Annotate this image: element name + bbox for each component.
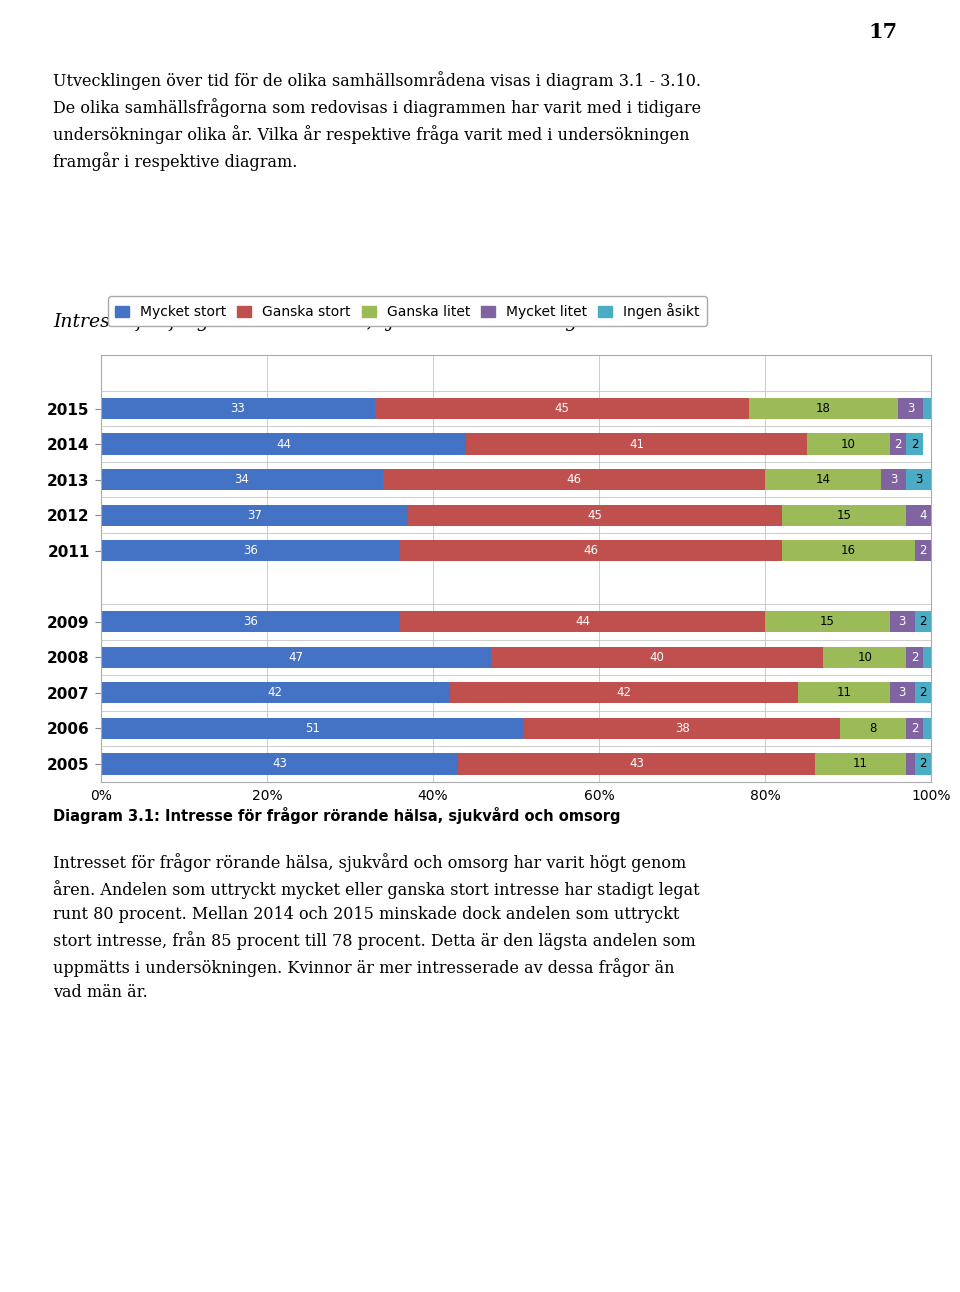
Text: 4: 4 (919, 509, 926, 522)
Bar (906, 646, 923, 668)
Text: 51: 51 (305, 722, 320, 735)
Bar (749, 398, 898, 419)
Bar (806, 433, 890, 455)
Legend: Mycket stort, Ganska stort, Ganska litet, Mycket litet, Ingen åsikt: Mycket stort, Ganska stort, Ganska litet… (108, 296, 707, 326)
Bar (906, 504, 940, 526)
Text: 2: 2 (894, 438, 901, 451)
Bar (781, 540, 915, 561)
Bar (524, 718, 840, 739)
Text: 18: 18 (816, 402, 830, 415)
Text: 10: 10 (841, 438, 855, 451)
Text: 45: 45 (554, 402, 569, 415)
Bar (915, 682, 931, 703)
Text: 17: 17 (869, 22, 898, 43)
Bar (890, 433, 906, 455)
Text: 36: 36 (243, 615, 257, 628)
Bar (824, 646, 906, 668)
Text: Utvecklingen över tid för de olika samhällsområdena visas i diagram 3.1 - 3.10.
: Utvecklingen över tid för de olika samhä… (53, 71, 701, 172)
Bar (906, 753, 915, 774)
Bar (765, 469, 881, 490)
Bar (906, 433, 923, 455)
Bar (923, 398, 931, 419)
Bar (101, 682, 449, 703)
Text: 43: 43 (272, 757, 287, 770)
Text: 3: 3 (899, 686, 906, 699)
Bar (881, 469, 906, 490)
Bar (781, 504, 906, 526)
Text: 10: 10 (857, 651, 873, 664)
Bar (374, 398, 749, 419)
Bar (898, 398, 923, 419)
Bar (101, 433, 467, 455)
Text: 8: 8 (870, 722, 876, 735)
Text: 38: 38 (675, 722, 689, 735)
Bar (890, 682, 915, 703)
Bar (815, 753, 906, 774)
Bar (408, 504, 781, 526)
Text: 2: 2 (911, 722, 919, 735)
Text: 2: 2 (919, 686, 926, 699)
Bar (840, 718, 906, 739)
Bar (915, 611, 931, 632)
Text: 2: 2 (919, 615, 926, 628)
Bar (492, 646, 824, 668)
Bar (101, 718, 524, 739)
Bar (399, 540, 781, 561)
Bar (915, 753, 931, 774)
Text: Intresse för frågor rörande hälsa, sjukvård och omsorg: Intresse för frågor rörande hälsa, sjukv… (53, 310, 577, 331)
Text: 11: 11 (836, 686, 852, 699)
Text: 15: 15 (820, 615, 835, 628)
Text: 37: 37 (247, 509, 262, 522)
Bar (906, 718, 923, 739)
Text: 47: 47 (288, 651, 303, 664)
Bar (101, 611, 399, 632)
Text: 42: 42 (616, 686, 632, 699)
Bar (923, 646, 931, 668)
Bar (915, 540, 931, 561)
Bar (101, 398, 374, 419)
Text: Diagram 3.1: Intresse för frågor rörande hälsa, sjukvård och omsorg: Diagram 3.1: Intresse för frågor rörande… (53, 806, 620, 824)
Bar (101, 753, 458, 774)
Bar (101, 646, 492, 668)
Text: 46: 46 (566, 473, 582, 486)
Bar (906, 469, 931, 490)
Text: 14: 14 (816, 473, 830, 486)
Bar (399, 611, 765, 632)
Text: 3: 3 (915, 473, 923, 486)
Text: 2: 2 (911, 651, 919, 664)
Text: 2: 2 (911, 438, 919, 451)
Bar (101, 469, 383, 490)
Text: 36: 36 (243, 544, 257, 557)
Bar (449, 682, 799, 703)
Text: 3: 3 (907, 402, 914, 415)
Bar (467, 433, 806, 455)
Text: 45: 45 (588, 509, 602, 522)
Text: Intresset för frågor rörande hälsa, sjukvård och omsorg har varit högt genom
åre: Intresset för frågor rörande hälsa, sjuk… (53, 853, 700, 1001)
Text: 42: 42 (268, 686, 282, 699)
Text: 40: 40 (650, 651, 664, 664)
Text: 2: 2 (919, 544, 926, 557)
Text: 16: 16 (841, 544, 855, 557)
Text: 46: 46 (584, 544, 598, 557)
Text: 11: 11 (853, 757, 868, 770)
Text: 44: 44 (276, 438, 291, 451)
Bar (383, 469, 765, 490)
Bar (799, 682, 890, 703)
Text: 44: 44 (575, 615, 590, 628)
Bar (765, 611, 890, 632)
Text: 3: 3 (899, 615, 906, 628)
Text: 15: 15 (836, 509, 852, 522)
Bar (890, 611, 915, 632)
Text: 41: 41 (629, 438, 644, 451)
Bar (923, 718, 931, 739)
Bar (101, 504, 408, 526)
Text: 43: 43 (629, 757, 644, 770)
Text: 2: 2 (919, 757, 926, 770)
Text: 3: 3 (890, 473, 898, 486)
Bar (101, 540, 399, 561)
Text: 33: 33 (230, 402, 245, 415)
Bar (458, 753, 815, 774)
Text: 34: 34 (234, 473, 250, 486)
